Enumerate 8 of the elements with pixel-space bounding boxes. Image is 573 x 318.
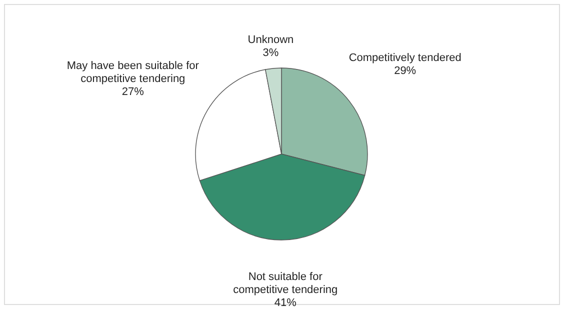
data-label: 27%: [122, 86, 144, 98]
slice-label: May have been suitable for competitive tendering: [66, 60, 200, 86]
data-label: 3%: [262, 46, 279, 59]
data-label: 29%: [394, 65, 416, 78]
slice-label: Unknown: [248, 34, 294, 46]
data-label: 41%: [274, 296, 297, 309]
slice-label: Competitively tendered: [348, 52, 462, 64]
slice-label: Not suitable for competitive tendering: [233, 270, 338, 296]
